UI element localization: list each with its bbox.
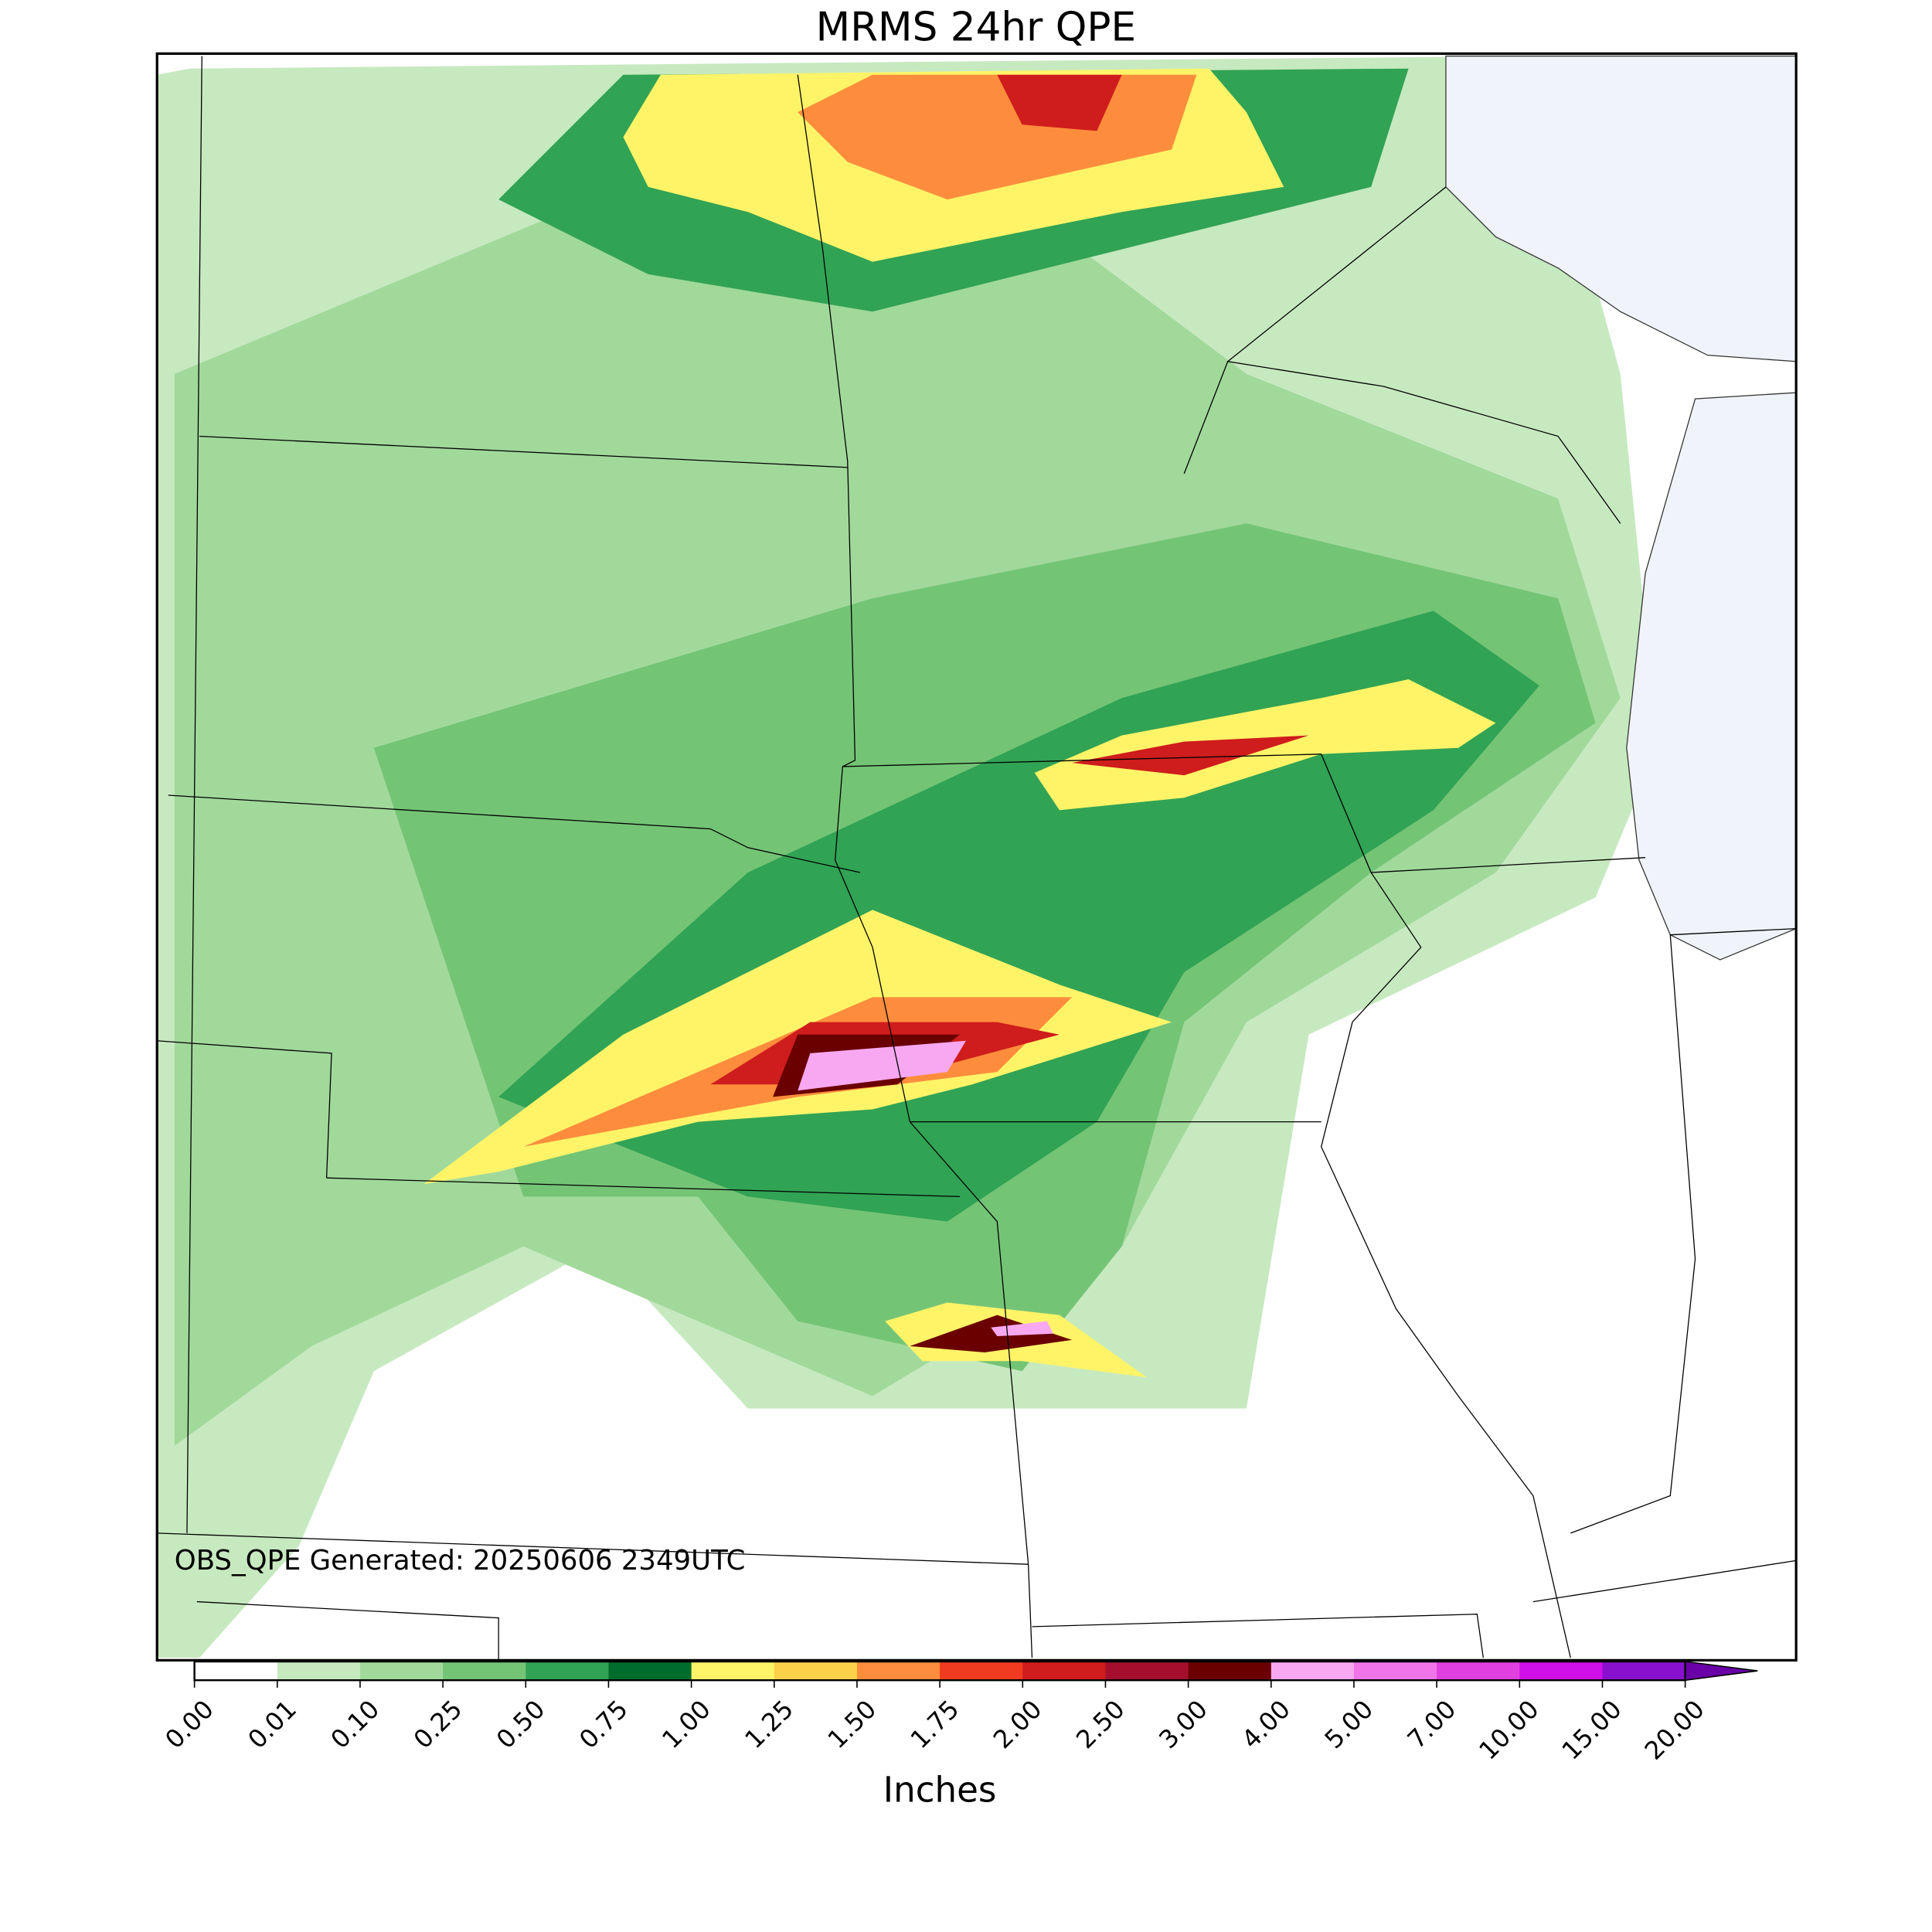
colorbar-tick-label: 0.75 [573,1695,634,1755]
colorbar-bin [1353,1662,1437,1681]
colorbar-bin [359,1662,444,1681]
colorbar-bin [1437,1662,1521,1681]
precip-area [910,1315,1073,1352]
colorbar-tick-label: 20.00 [1639,1695,1710,1766]
colorbar-tick-label: 1.25 [739,1695,799,1755]
state-borders [157,56,1797,1661]
colorbar-bin [1602,1662,1686,1681]
colorbar-bin [1022,1662,1107,1681]
colorbar-label: Inches [883,1769,997,1810]
colorbar-bin [1188,1662,1272,1681]
precip-area [1072,735,1309,776]
colorbar-tick-label: 10.00 [1473,1695,1544,1766]
colorbar-tick-label: 5.00 [1319,1695,1379,1755]
colorbar-tick-label: 2.00 [988,1695,1048,1755]
colorbar-bin [691,1662,775,1681]
colorbar-tick-label: 15.00 [1556,1695,1628,1766]
annotation: OBS_QPE Generated: 20250606 2349UTC [175,1545,746,1577]
colorbar-bin [774,1662,858,1681]
colorbar-bin [194,1662,278,1681]
lake-michigan [1626,392,1797,961]
colorbar-bin [1105,1662,1189,1681]
colorbar-tick-label: 0.50 [491,1695,551,1755]
colorbar-tick-label: 4.00 [1236,1695,1296,1755]
map-title: MRMS 24hr QPE [816,5,1136,51]
colorbar-bin [443,1662,527,1681]
map: OBS_QPE Generated: 20250606 2349UTC [155,52,1798,1662]
colorbar-tick-label: 1.50 [822,1695,883,1755]
colorbar-tick-label: 0.25 [408,1695,468,1755]
colorbar-bin [940,1662,1024,1681]
precip-area [997,74,1122,131]
colorbar-bin [1519,1662,1604,1681]
colorbar-tick-label: 0.00 [159,1695,219,1755]
colorbar-tick-label: 1.00 [656,1695,716,1755]
colorbar-tick-label: 7.00 [1402,1695,1462,1755]
colorbar: 0.00 0.01 0.10 0.25 0.50 0.75 1.00 1.25 1.50 1.75… [159,1660,1758,1766]
colorbar-tick-label: 3.00 [1153,1695,1213,1755]
colorbar-tick-label: 0.10 [325,1695,386,1755]
colorbar-bin [526,1662,610,1681]
colorbar-bin [1270,1662,1355,1681]
colorbar-bin [608,1662,692,1681]
colorbar-tick-label: 2.50 [1070,1695,1131,1755]
map-frame [155,52,1798,1662]
precip-area [991,1321,1053,1337]
colorbar-tick-label: 1.75 [905,1695,965,1755]
colorbar-bin [856,1662,940,1681]
precip-area [798,1040,966,1091]
colorbar-extend [1684,1661,1758,1682]
colorbar-tick-label: 0.01 [242,1695,302,1755]
colorbar-bin [277,1662,361,1681]
